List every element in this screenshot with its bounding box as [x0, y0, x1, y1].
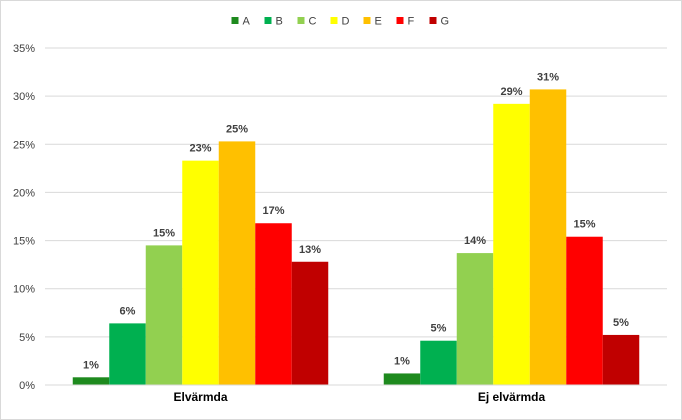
- legend-item-d: D: [330, 16, 350, 28]
- bar-f: [566, 236, 603, 385]
- bar-e: [218, 141, 256, 385]
- legend-item-e: E: [363, 16, 382, 28]
- y-tick-label: 35%: [13, 43, 35, 55]
- legend-swatch: [231, 17, 239, 24]
- y-tick-label: 25%: [13, 139, 35, 151]
- legend-item-f: F: [396, 16, 415, 28]
- bars: [72, 89, 640, 386]
- y-tick-label: 0%: [19, 380, 35, 392]
- legend-swatch: [396, 17, 404, 24]
- legend-swatch: [363, 17, 371, 24]
- legend-label: F: [408, 16, 415, 28]
- x-category-label: Elvärmda: [173, 390, 227, 404]
- data-label: 31%: [537, 71, 559, 83]
- legend-swatch: [264, 17, 272, 24]
- legend-swatch: [297, 17, 305, 24]
- legend-label: A: [243, 16, 251, 28]
- legend: A B C D E F G: [231, 16, 450, 28]
- data-label: 1%: [83, 359, 99, 371]
- legend-label: E: [375, 16, 382, 28]
- bar-f: [255, 223, 292, 385]
- data-label: 25%: [226, 123, 248, 135]
- data-label: 15%: [153, 227, 175, 239]
- legend-label: G: [441, 16, 450, 28]
- bar-c: [456, 253, 494, 385]
- legend-item-a: A: [231, 16, 251, 28]
- bar-d: [182, 160, 219, 385]
- data-label: 14%: [464, 235, 486, 247]
- legend-label: B: [276, 16, 283, 28]
- data-label: 13%: [299, 244, 321, 256]
- legend-label: D: [342, 16, 350, 28]
- y-tick-label: 15%: [13, 236, 35, 248]
- x-category-label: Ej elvärmda: [478, 390, 546, 404]
- data-label: 5%: [613, 317, 629, 329]
- legend-label: C: [309, 16, 317, 28]
- data-label: 15%: [573, 219, 595, 231]
- bar-e: [529, 89, 567, 385]
- bar-c: [145, 245, 183, 385]
- bar-d: [493, 103, 530, 386]
- bar-a: [72, 377, 110, 385]
- y-tick-label: 20%: [13, 187, 35, 199]
- bar-b: [109, 323, 146, 385]
- legend-swatch: [429, 17, 437, 24]
- legend-item-g: G: [429, 16, 450, 28]
- y-axis-tick-labels: 0% 5% 10% 15% 20% 25% 30% 35%: [13, 43, 35, 392]
- data-label: 6%: [120, 305, 136, 317]
- data-label: 1%: [394, 355, 410, 367]
- data-labels: 1% 6% 15% 23% 25% 17% 13% 1% 5% 14% 29% 31% 15% 5%: [83, 71, 629, 371]
- legend-item-c: C: [297, 16, 317, 28]
- data-label: 29%: [500, 86, 522, 98]
- legend-swatch: [330, 17, 338, 24]
- y-tick-label: 30%: [13, 91, 35, 103]
- y-tick-label: 5%: [19, 332, 35, 344]
- bar-a: [383, 373, 421, 385]
- legend-item-b: B: [264, 16, 283, 28]
- data-label: 23%: [189, 143, 211, 155]
- x-axis: Elvärmda Ej elvärmda: [45, 384, 667, 404]
- bar-g: [602, 334, 640, 385]
- bar-b: [420, 340, 457, 385]
- y-tick-label: 10%: [13, 284, 35, 296]
- data-label: 17%: [262, 205, 284, 217]
- data-label: 5%: [431, 323, 447, 335]
- bar-g: [291, 261, 329, 385]
